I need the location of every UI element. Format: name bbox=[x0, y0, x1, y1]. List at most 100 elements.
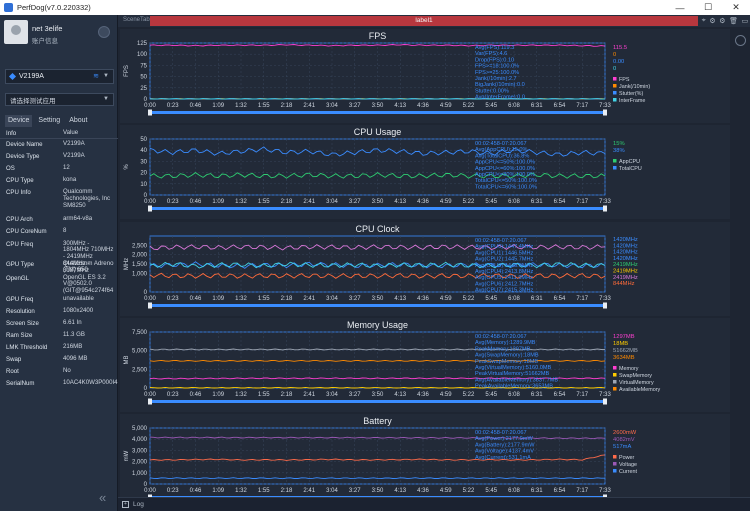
current-value: 2419MHz bbox=[613, 269, 638, 275]
x-tick-label: 2:18 bbox=[281, 296, 293, 302]
timeline-range-bar[interactable] bbox=[150, 207, 605, 210]
legend-swatch[interactable] bbox=[613, 366, 617, 370]
x-tick-label: 2:41 bbox=[303, 199, 315, 205]
info-row: Swap 4096 MB bbox=[0, 354, 118, 366]
x-tick-label: 0:23 bbox=[167, 488, 179, 494]
legend-swatch[interactable] bbox=[613, 469, 617, 473]
x-tick-label: 1:32 bbox=[235, 199, 247, 205]
legend-swatch[interactable] bbox=[613, 380, 617, 384]
log-label[interactable]: Log bbox=[133, 501, 144, 508]
timeline-handle[interactable] bbox=[603, 398, 607, 405]
tab-about[interactable]: About bbox=[69, 117, 88, 124]
x-tick-label: 6:31 bbox=[531, 296, 543, 302]
timeline-handle[interactable] bbox=[603, 205, 607, 212]
legend-swatch[interactable] bbox=[613, 159, 617, 163]
legend-label[interactable]: SwapMemory bbox=[619, 373, 652, 379]
legend-label[interactable]: Power bbox=[619, 455, 634, 461]
legend-swatch[interactable] bbox=[613, 455, 617, 459]
stat-line: Avg(CPU6):2412.7MHz bbox=[475, 281, 534, 287]
settings-circle-button[interactable] bbox=[98, 26, 110, 38]
chart-svg[interactable]: Battery 0 1,000 2,000 3,000 4,000 5,000 mW 0:00 0… bbox=[120, 414, 730, 508]
stat-line: Avg(AppCPU):15.0% bbox=[475, 147, 527, 153]
app-select[interactable]: 请选择测试应用 ▼ bbox=[5, 93, 114, 106]
x-tick-label: 6:31 bbox=[531, 103, 543, 109]
chart-svg[interactable]: CPU Usage 0 10 20 30 40 50% 0:00 0:23 0:46 1:09 1:3… bbox=[120, 125, 730, 219]
info-row: Root No bbox=[0, 366, 118, 378]
info-value: 300MHz - 1804MHz 710MHz - 2419MHz 844MHz… bbox=[63, 239, 114, 274]
timeline-handle[interactable] bbox=[603, 109, 607, 116]
folder-icon[interactable]: ▭ bbox=[741, 18, 749, 25]
timeline-range-bar[interactable] bbox=[150, 304, 605, 307]
scroll-knob[interactable] bbox=[735, 35, 746, 46]
info-key: CPU Type bbox=[6, 177, 34, 185]
x-tick-label: 6:54 bbox=[554, 488, 566, 494]
avatar[interactable] bbox=[4, 20, 28, 44]
x-tick-label: 1:55 bbox=[258, 392, 270, 398]
stat-line: Jank(/10min):2.7 bbox=[475, 76, 517, 82]
series-line bbox=[149, 348, 606, 351]
x-tick-label: 3:27 bbox=[349, 392, 361, 398]
legend-swatch[interactable] bbox=[613, 166, 617, 170]
x-tick-label: 6:08 bbox=[508, 103, 520, 109]
legend-swatch[interactable] bbox=[613, 91, 617, 95]
timeline-handle[interactable] bbox=[148, 398, 152, 405]
legend-label[interactable]: Current bbox=[619, 469, 637, 475]
legend-label[interactable]: Memory bbox=[619, 366, 639, 372]
timeline-handle[interactable] bbox=[603, 302, 607, 309]
left-tabs: Device Setting About bbox=[5, 115, 114, 127]
device-select[interactable]: V2199A ≋ ▼ bbox=[5, 69, 114, 84]
x-tick-label: 1:09 bbox=[212, 296, 224, 302]
legend-swatch[interactable] bbox=[613, 84, 617, 88]
timeline-handle[interactable] bbox=[148, 205, 152, 212]
legend-label[interactable]: VirtualMemory bbox=[619, 380, 654, 386]
stat-line: Avg(CPU7):2415.3MHz bbox=[475, 288, 534, 294]
legend-label[interactable]: TotalCPU bbox=[619, 166, 642, 172]
tab-device[interactable]: Device bbox=[5, 115, 33, 127]
legend-label[interactable]: Jank(/10min) bbox=[619, 84, 650, 90]
x-tick-label: 3:50 bbox=[372, 103, 384, 109]
legend-label[interactable]: Voltage bbox=[619, 462, 637, 468]
legend-swatch[interactable] bbox=[613, 373, 617, 377]
label-tab[interactable]: label1 bbox=[150, 16, 698, 26]
x-tick-label: 3:27 bbox=[349, 103, 361, 109]
y-axis-label: FPS bbox=[124, 65, 130, 77]
info-row: Device Name V2199A bbox=[0, 139, 118, 151]
trash-icon[interactable]: 🗑 bbox=[729, 18, 738, 25]
legend-label[interactable]: AppCPU bbox=[619, 159, 640, 165]
stat-line: AppCPU<=60%:100.0% bbox=[475, 166, 535, 172]
maximize-button[interactable]: ☐ bbox=[703, 2, 713, 12]
x-tick-label: 5:45 bbox=[485, 103, 497, 109]
timeline-range-bar[interactable] bbox=[150, 400, 605, 403]
chart-svg[interactable]: Memory Usage 0 2,500 5,000 7,500 MB 0:00 0:23 0:… bbox=[120, 318, 730, 412]
stat-line: Avg(CPU0):1447.4MHz bbox=[475, 244, 534, 250]
scene-tab-bar: SceneTab label1 ⌖ ⚙ ⚙ 🗑 ▭ bbox=[118, 15, 750, 27]
legend-label[interactable]: InterFrame bbox=[619, 98, 645, 104]
chart-svg[interactable]: CPU Clock 0 1,000 1,500 2,000 2,500 MHz 0:00 0:2… bbox=[120, 222, 730, 316]
series-line bbox=[149, 436, 606, 440]
timeline-range-bar[interactable] bbox=[150, 111, 605, 114]
collapse-panel-icon[interactable]: « bbox=[99, 490, 107, 505]
stat-line: Avg(Memory):1289.9MB bbox=[475, 340, 536, 346]
legend-swatch[interactable] bbox=[613, 462, 617, 466]
settings-icon[interactable]: ⚙ bbox=[719, 18, 726, 25]
location-pin-icon[interactable]: ⌖ bbox=[701, 17, 706, 24]
account-info-link[interactable]: 账户信息 bbox=[32, 38, 58, 45]
scene-tab[interactable]: SceneTab bbox=[123, 17, 150, 23]
legend-swatch[interactable] bbox=[613, 98, 617, 102]
legend-label[interactable]: AvailableMemory bbox=[619, 387, 661, 393]
info-key: CPU Freq bbox=[6, 240, 34, 248]
timeline-handle[interactable] bbox=[148, 302, 152, 309]
close-button[interactable]: ✕ bbox=[732, 2, 740, 12]
legend-label[interactable]: FPS bbox=[619, 77, 630, 83]
tab-setting[interactable]: Setting bbox=[38, 117, 61, 124]
gear-icon[interactable]: ⚙ bbox=[709, 18, 716, 25]
legend-swatch[interactable] bbox=[613, 387, 617, 391]
legend-swatch[interactable] bbox=[613, 77, 617, 81]
timeline-handle[interactable] bbox=[148, 109, 152, 116]
vertical-scrollbar[interactable] bbox=[732, 29, 748, 495]
legend-label[interactable]: Stutter(%) bbox=[619, 91, 643, 97]
device-select-value: V2199A bbox=[19, 73, 44, 80]
log-expand-button[interactable]: + bbox=[122, 501, 129, 508]
minimize-button[interactable]: — bbox=[675, 2, 685, 13]
